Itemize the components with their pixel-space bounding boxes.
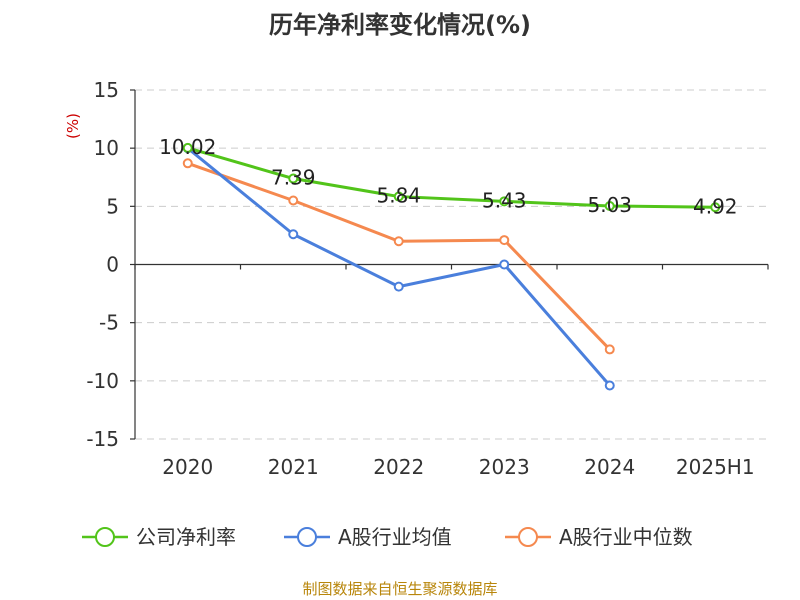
y-tick-label: 10: [94, 136, 119, 160]
y-axis-unit: (%): [64, 113, 82, 139]
y-tick-label: -15: [86, 427, 119, 451]
x-tick-label: 2021: [268, 455, 319, 479]
series-point-2: [604, 344, 615, 355]
series-point-1: [499, 259, 510, 270]
x-tick-label: 2022: [373, 455, 424, 479]
series-point-0: [393, 191, 404, 202]
series-point-2: [393, 236, 404, 247]
series-point-0: [604, 200, 615, 211]
legend-label: 公司净利率: [136, 525, 236, 549]
series-point-1: [604, 380, 615, 391]
x-tick-label: 2024: [584, 455, 635, 479]
chart-title: 历年净利率变化情况(%): [269, 11, 531, 39]
data-label: 7.39: [271, 166, 316, 190]
y-tick-label: 5: [106, 194, 119, 218]
legend-label: A股行业均值: [338, 525, 452, 549]
data-label: 5.84: [376, 184, 421, 208]
series-point-0: [288, 173, 299, 184]
axis-layer: 15 10 5 0 -5 -10 -15 2020 2021 2022 2023 2024 2025H1: [86, 78, 769, 479]
data-label: 4.92: [693, 194, 738, 218]
data-label: 5.43: [482, 188, 527, 212]
series-point-1: [393, 281, 404, 292]
y-tick-label: 15: [94, 78, 119, 102]
series-point-1: [288, 229, 299, 240]
legend-marker: [95, 527, 115, 547]
y-tick-label: -5: [99, 311, 119, 335]
series-point-2: [288, 195, 299, 206]
label-layer: 10.02 7.39 5.84 5.43 5.03 4.92: [159, 135, 737, 218]
series-point-0: [182, 142, 193, 153]
data-label: 10.02: [159, 135, 216, 159]
x-tick-label: 2020: [162, 455, 213, 479]
source-note: 制图数据来自恒生聚源数据库: [302, 580, 497, 598]
y-tick-label: 0: [106, 253, 119, 277]
series-point-2: [182, 158, 193, 169]
legend: 公司净利率 A股行业均值 A股行业中位数: [82, 525, 693, 549]
y-tick-label: -10: [86, 369, 119, 393]
grid-layer: [135, 89, 768, 440]
legend-marker: [297, 527, 317, 547]
data-label: 5.03: [587, 193, 632, 217]
series-point-2: [499, 235, 510, 246]
x-tick-label: 2025H1: [676, 455, 755, 479]
x-tick-label: 2023: [479, 455, 530, 479]
legend-marker: [518, 527, 538, 547]
series-line-0: [186, 146, 717, 209]
series-point-0: [499, 196, 510, 207]
legend-label: A股行业中位数: [559, 525, 693, 549]
series-point-0: [710, 202, 721, 213]
series-layer: [182, 142, 721, 391]
